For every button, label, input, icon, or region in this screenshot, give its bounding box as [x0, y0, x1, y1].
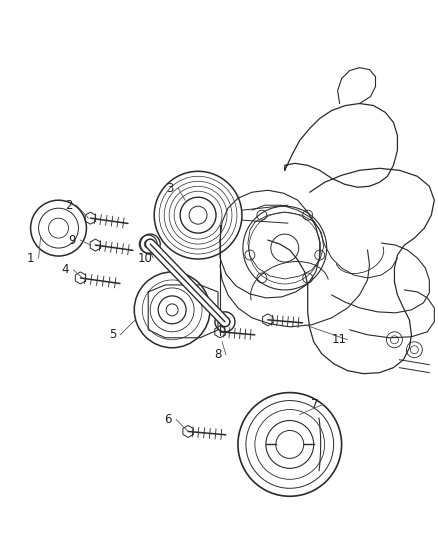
Text: 1: 1 — [27, 252, 34, 264]
Text: 2: 2 — [65, 199, 72, 212]
Text: 11: 11 — [332, 333, 347, 346]
Text: 3: 3 — [166, 182, 174, 195]
Text: 7: 7 — [311, 398, 318, 411]
Text: 4: 4 — [62, 263, 69, 277]
Text: 6: 6 — [164, 413, 172, 426]
Text: 8: 8 — [214, 348, 222, 361]
Text: 9: 9 — [69, 233, 76, 247]
Text: 10: 10 — [138, 252, 153, 264]
Text: 5: 5 — [109, 328, 116, 341]
